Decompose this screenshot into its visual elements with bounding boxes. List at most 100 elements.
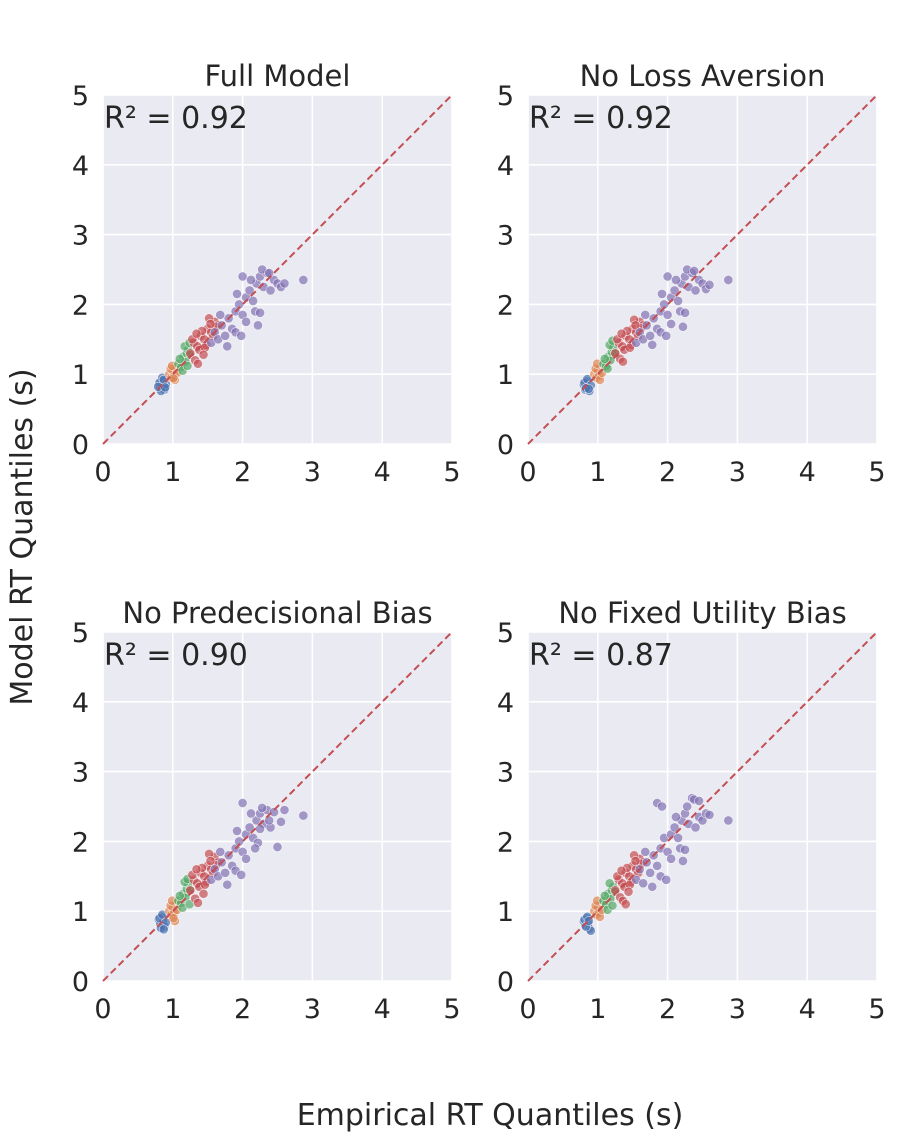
scatter-point [265,285,276,296]
scatter-point [174,353,185,364]
x-tick-label: 2 [659,994,676,1025]
scatter-point [222,341,233,352]
r-squared-annotation: R² = 0.90 [104,638,248,673]
y-tick-label: 3 [497,758,514,789]
subplot-title: Full Model [205,59,351,93]
scatter-point [279,278,290,289]
y-tick-label: 5 [72,81,89,112]
x-tick-label: 4 [374,994,391,1025]
scatter-point [669,822,680,833]
subplot-1: 0 1 2 3 4 5 0 1 2 3 4 5 Full Model R² = 0.92 [72,59,461,488]
y-axis-label: Model RT Quantiles (s) [5,368,40,705]
x-tick-label: 1 [589,994,606,1025]
y-tick-label: 0 [72,967,89,998]
identity-line [527,94,878,445]
scatter-point [680,307,690,318]
scatter-point [198,888,209,899]
scatter-point [205,856,216,866]
scatter-point [630,856,641,866]
scatter-point [671,275,681,285]
scatter-point [652,860,663,871]
scatter-point [255,823,265,834]
x-tick-label: 0 [519,994,536,1025]
scatter-point [694,796,704,806]
y-tick-label: 4 [497,688,514,719]
x-tick-label: 1 [164,994,181,1025]
scatter-point [623,886,634,897]
scatter-point [678,321,688,332]
subplot-title: No Loss Aversion [580,59,826,93]
scatter-point [244,822,255,833]
scatter-point [272,842,283,852]
scatter-point [298,810,309,821]
y-tick-label: 5 [497,81,514,112]
scatter-point [640,846,651,857]
y-tick-label: 4 [72,151,89,182]
scatter-point [298,275,309,285]
x-tick-label: 2 [234,457,251,488]
x-tick-label: 2 [659,457,676,488]
scatter-point [264,815,275,826]
scatter-points [153,798,309,935]
subplot-grid: 0 1 2 3 4 5 0 1 2 3 4 5 Full Model R² = 0.92 0 1 2 3 4 5 0 1 2… [72,59,886,1025]
scatter-point [657,801,667,812]
scatter-point [599,890,610,901]
scatter-point [678,856,688,866]
scatter-point [193,897,203,908]
x-tick-label: 0 [519,457,536,488]
scatter-point [647,339,658,350]
scatter-point [604,878,615,889]
scatter-point [168,913,179,924]
scatter-point [244,285,255,296]
y-tick-label: 0 [497,967,514,998]
scatter-point [158,924,169,935]
scatter-point [618,356,628,367]
scatter-point [645,867,656,878]
subplot-title: No Fixed Utility Bias [558,596,846,630]
x-tick-label: 3 [304,457,321,488]
scatter-point [666,319,676,329]
scatter-point [205,319,216,329]
x-tick-label: 5 [868,994,885,1025]
scatter-point [661,874,672,885]
y-tick-label: 1 [497,897,514,928]
y-tick-label: 5 [497,618,514,649]
scatter-point [215,309,226,320]
x-tick-label: 4 [799,994,816,1025]
scatter-point [248,296,258,306]
scatter-point [264,268,275,278]
scatter-point [253,320,263,331]
x-tick-label: 5 [868,457,885,488]
y-tick-label: 2 [72,290,89,321]
scatter-point [673,296,683,306]
y-tick-label: 2 [72,827,89,858]
x-tick-label: 5 [443,457,460,488]
y-tick-label: 1 [497,360,514,391]
y-tick-label: 5 [72,618,89,649]
x-tick-label: 2 [234,994,251,1025]
scatter-point [704,809,715,820]
r-squared-annotation: R² = 0.87 [529,638,673,673]
scatter-point [193,358,203,369]
scatter-point [220,330,231,341]
scatter-point [669,285,680,296]
scatter-point [704,279,715,290]
x-tick-label: 1 [164,457,181,488]
scatter-point [723,275,734,285]
scatter-point [682,801,693,812]
scatter-point [182,360,193,371]
scatter-point [638,878,649,889]
scatter-point [276,816,286,827]
x-tick-label: 3 [304,994,321,1025]
subplot-2: 0 1 2 3 4 5 0 1 2 3 4 5 No Loss Aversion R² = 0.92 [497,59,886,488]
x-tick-label: 5 [443,994,460,1025]
scatter-point [657,289,667,299]
scatter-point [690,822,701,833]
x-tick-label: 3 [729,457,746,488]
scatter-point [616,328,627,339]
scatter-point [647,881,658,892]
scatter-point [237,798,248,808]
x-tick-label: 4 [799,457,816,488]
x-tick-label: 0 [94,457,111,488]
scatter-point [198,349,209,360]
